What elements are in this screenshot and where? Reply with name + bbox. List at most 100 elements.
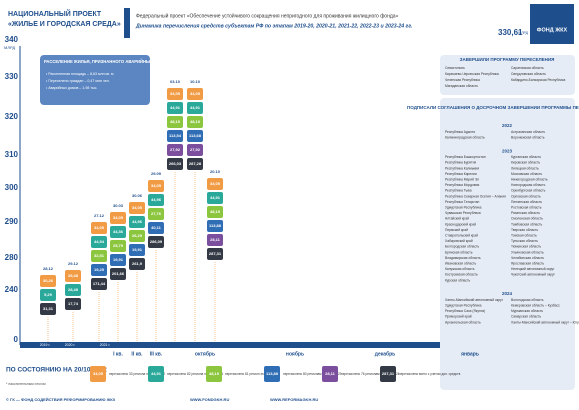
- agreements-region: Орловская область: [511, 194, 541, 198]
- agreements-region: Смоленская область: [511, 217, 543, 221]
- status-note: * накопительным итогом: [6, 382, 46, 386]
- agreements-region: Тамбовская область: [511, 222, 543, 226]
- agreements-region: Курганская область: [511, 155, 541, 159]
- segment-label: 32,51: [94, 253, 105, 258]
- column-segment: [187, 130, 203, 142]
- legend-text: перечислено 33 региона этап 2019-20: [109, 372, 165, 376]
- agreements-region: Удмуртская Республика: [445, 205, 482, 209]
- agreements-region: Калужская область: [445, 267, 475, 271]
- column-segment: [91, 278, 107, 290]
- column-segment: [40, 275, 56, 287]
- agreements-region: Тюменская область: [511, 245, 541, 249]
- info-title: РАССЕЛЕНИЕ ЖИЛЬЯ, ПРИЗНАННОГО АВАРИЙНЫМ …: [44, 59, 208, 64]
- segment-label: 266,03: [169, 161, 182, 166]
- agreements-region: Чукотский автономный округ: [511, 273, 556, 277]
- segment-label: 34,05: [151, 183, 162, 188]
- project-name: «ЖИЛЬЕ И ГОРОДСКАЯ СРЕДА»: [8, 21, 121, 28]
- legend-swatch: [206, 366, 222, 382]
- agreements-region: Ивановская область: [445, 261, 476, 265]
- federal-project: Федеральный проект «Обеспечение устойчив…: [136, 12, 399, 19]
- column-segment: [148, 194, 164, 206]
- y-tick-label: 240: [5, 285, 19, 294]
- agreements-region: Астраханская область: [511, 130, 545, 134]
- segment-label: 48,19: [170, 119, 181, 124]
- legend-value: 28,11: [325, 371, 336, 376]
- column-segment: [110, 212, 126, 224]
- y-tick-label: 280: [5, 253, 19, 262]
- agreements-region: Республика Северная Осетия – Алания: [445, 194, 506, 198]
- column-segment: [110, 254, 126, 266]
- agreements-region: Пермский край: [445, 228, 468, 232]
- agreements-region: Приморский край: [445, 315, 472, 319]
- column-segment: [91, 250, 107, 262]
- legend-text: перечислено всего с учетом доп. средств: [399, 372, 461, 376]
- agreements-region: Рязанская область: [511, 211, 540, 215]
- info-box: [40, 55, 150, 105]
- completed-box: [440, 55, 575, 95]
- column-segment: [187, 88, 203, 100]
- agreements-region: Томская область: [511, 233, 537, 237]
- agreements-region: Брянская область: [445, 250, 473, 254]
- agreements-box: [440, 98, 575, 390]
- segment-label: 171,44: [93, 281, 106, 286]
- year-label: 2021 г.: [100, 343, 111, 347]
- segment-label: 201,66: [112, 271, 125, 276]
- agreements-region: Костромская область: [445, 273, 478, 277]
- column-segment: [129, 216, 145, 228]
- axis-unit: МЛРД: [4, 45, 15, 50]
- column-segment: [167, 102, 183, 114]
- agreements-region: Челябинская область: [511, 256, 544, 260]
- column-segment: [187, 144, 203, 156]
- agreements-region: Республика Карелия: [445, 172, 477, 176]
- column-segment: [110, 268, 126, 280]
- column-segment: [167, 116, 183, 128]
- agreements-region: Самарская область: [511, 315, 541, 319]
- segment-label: 48,19: [210, 209, 221, 214]
- agreements-region: Ненецкий автономный округ: [511, 267, 555, 271]
- agreements-region: Ульяновская область: [511, 250, 544, 254]
- legend-text: перечислено 81 регион этап 2021-22: [225, 372, 280, 376]
- segment-label: 34,05: [190, 91, 201, 96]
- column-segment: [207, 220, 223, 232]
- legend-swatch: [90, 366, 106, 382]
- info-item: • Расселенная площадь – 8,63 млн кв. м: [46, 72, 114, 76]
- segment-label: 287,28: [189, 161, 202, 166]
- column-segment: [129, 258, 145, 270]
- site-1: WWW.FONDGKH.RU: [190, 397, 229, 402]
- period-label: декабрь: [375, 350, 395, 357]
- column-segment: [187, 116, 203, 128]
- agreements-region: Республика Тыва: [445, 189, 472, 193]
- agreements-region: Ярославская область: [511, 261, 544, 265]
- period-label: III кв.: [150, 351, 163, 357]
- status-label: ПО СОСТОЯНИЮ НА 20/10/2022: [6, 367, 107, 374]
- agreements-region: Архангельская область: [445, 320, 481, 324]
- legend-text: перечислено 76 регионам этап 2023-24: [341, 372, 400, 376]
- segment-label: 5,29: [44, 292, 53, 297]
- segment-label: 27,76: [151, 211, 162, 216]
- segment-label: 44,96: [132, 219, 143, 224]
- agreements-region: Удмуртская Республика: [445, 303, 482, 307]
- legend-swatch: [380, 366, 396, 382]
- segment-label: 286,09: [150, 239, 163, 244]
- segment-label: 113,88: [209, 223, 222, 228]
- period-label: II кв.: [131, 351, 143, 357]
- timeline-bar: [20, 342, 440, 348]
- legend-value: 287,31: [382, 371, 395, 376]
- period-label: ноябрь: [286, 350, 304, 357]
- agreements-region: Республика Марий Эл: [445, 177, 479, 181]
- period-label: октябрь: [195, 350, 215, 357]
- segment-label: 44,91: [170, 105, 181, 110]
- info-item: • Аварийных домов – 1,98 тыс.: [46, 86, 97, 90]
- legend-value: 48,19: [209, 371, 220, 376]
- column-segment: [40, 303, 56, 315]
- legend-text: перечислено 80 регионам этап 2022-23: [283, 372, 342, 376]
- total-unit: МЛРД: [518, 31, 528, 35]
- agreements-region: Республика Калмыкия: [445, 166, 479, 170]
- segment-label: 113,68: [189, 133, 202, 138]
- column-segment: [167, 88, 183, 100]
- y-tick-label: 340: [5, 35, 19, 44]
- completed-title: ЗАВЕРШИЛИ ПРОГРАММУ ПЕРЕСЕЛЕНИЯ: [460, 57, 555, 62]
- completed-region: Севастополь: [445, 66, 465, 70]
